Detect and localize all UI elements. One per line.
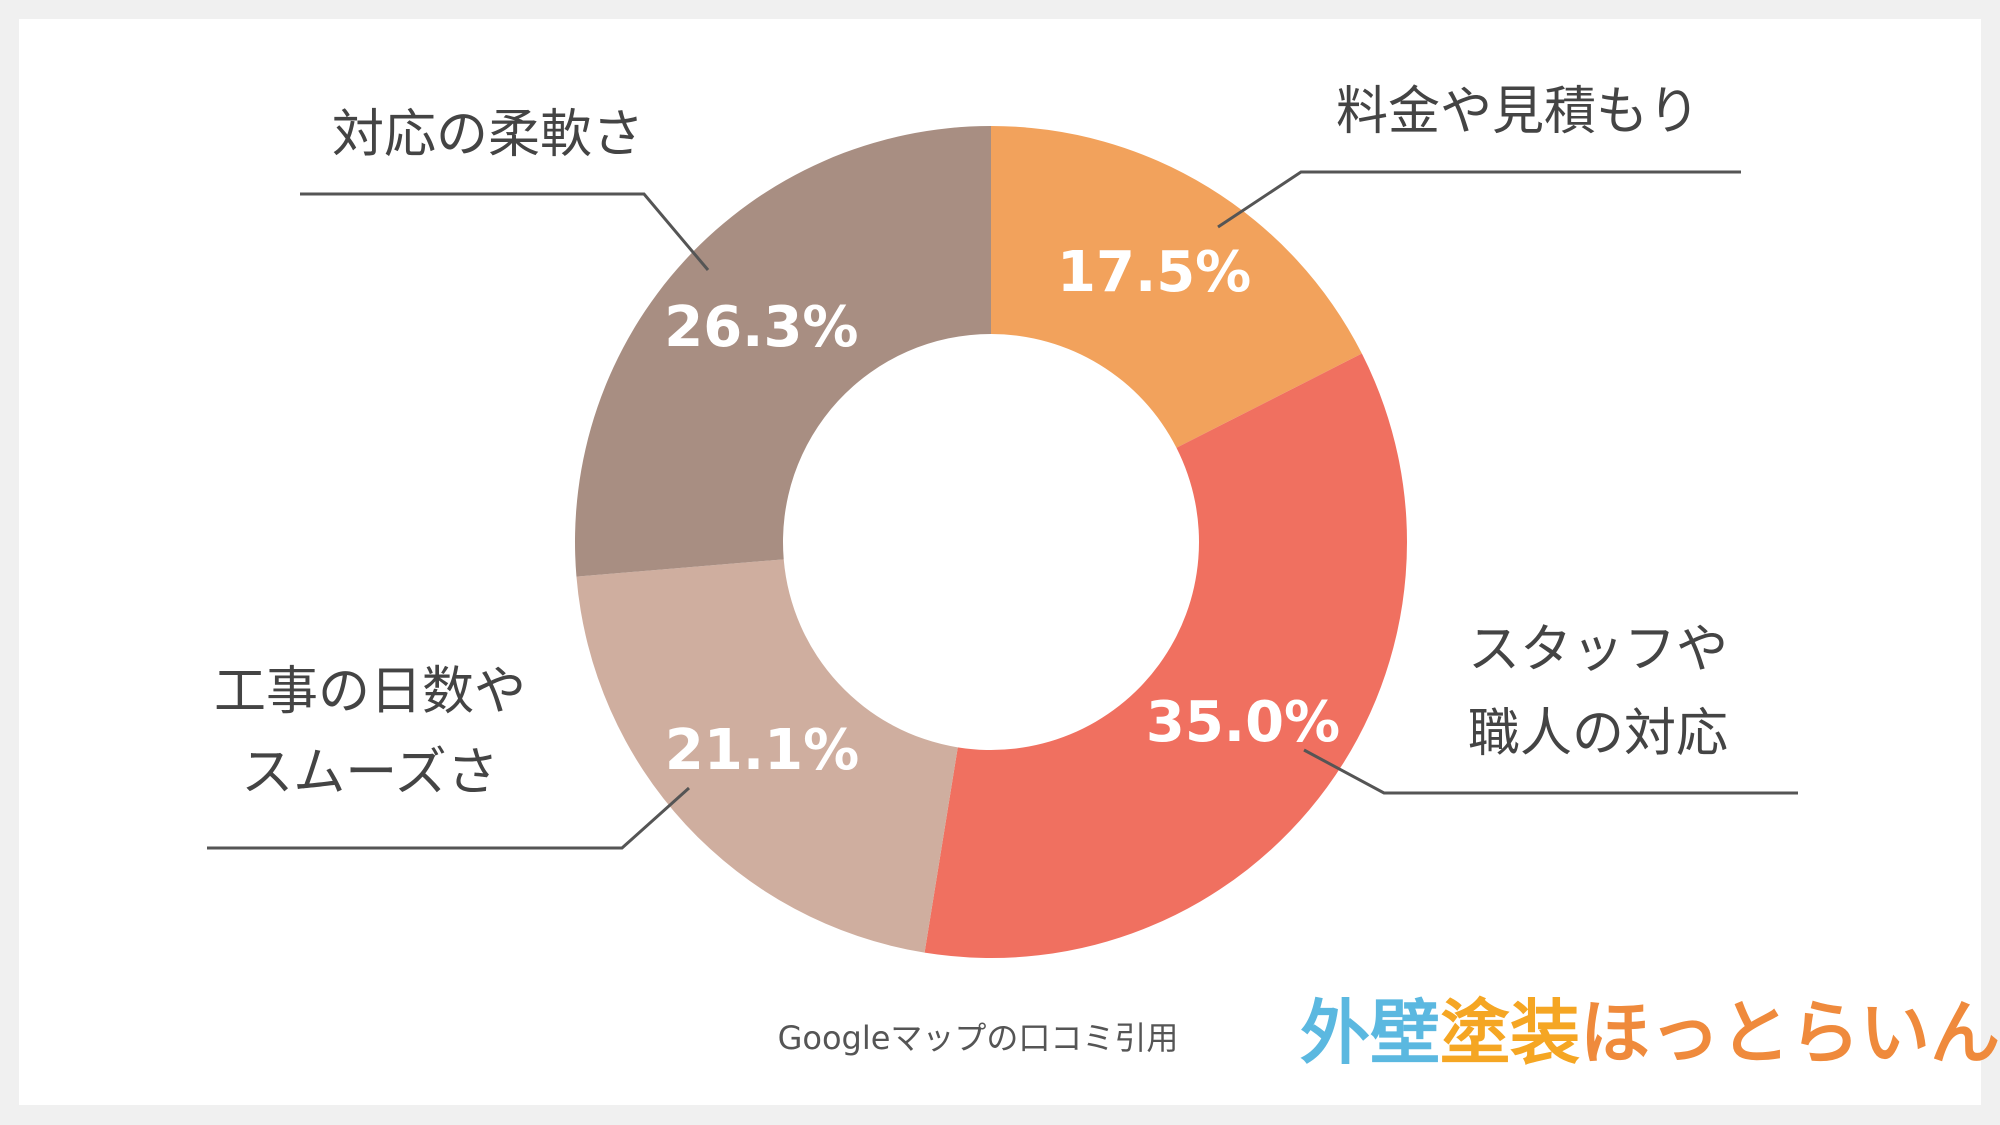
brand-part: 塗装 <box>1440 992 1580 1074</box>
category-label: スタッフや <box>1468 620 1728 680</box>
category-label: 対応の柔軟さ <box>332 105 644 165</box>
leader-line <box>1217 170 1741 229</box>
donut-segment <box>991 126 1362 448</box>
brand-part: 外壁 <box>1300 992 1440 1074</box>
value-label: 35.0% <box>1146 690 1340 755</box>
donut-segment <box>924 353 1408 959</box>
donut-segment <box>576 559 958 953</box>
brand-logo: 外壁塗装ほっとらいん <box>1300 992 2000 1074</box>
category-label: 工事の日数や <box>214 662 526 722</box>
source-note: Googleマップの口コミ引用 <box>778 1019 1179 1057</box>
leader-line <box>207 786 691 850</box>
leader-line <box>1303 748 1798 795</box>
value-label: 26.3% <box>664 295 858 360</box>
value-label: 17.5% <box>1057 240 1251 305</box>
value-label: 21.1% <box>665 718 859 783</box>
leader-line <box>300 192 710 271</box>
donut-segment <box>575 126 991 577</box>
category-label: 職人の対応 <box>1468 704 1728 764</box>
category-label: 料金や見積もり <box>1336 82 1700 142</box>
brand-part: ほっとらいん <box>1580 992 2000 1074</box>
category-label: スムーズさ <box>241 743 498 803</box>
